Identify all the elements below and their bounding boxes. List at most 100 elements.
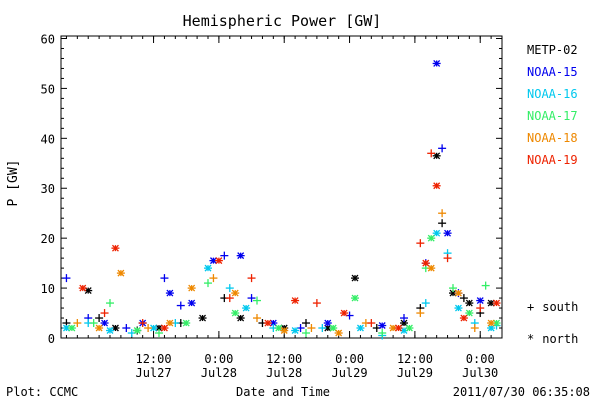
south-point	[176, 301, 185, 310]
south-point	[160, 274, 169, 283]
south-point	[438, 209, 447, 218]
south-point	[378, 329, 387, 338]
south-point	[476, 304, 485, 313]
legend-entry: NOAA-16	[527, 87, 578, 101]
north-point	[214, 257, 223, 265]
south-point	[253, 314, 261, 323]
north-point	[465, 309, 474, 317]
north-point	[236, 314, 245, 322]
north-point	[231, 289, 240, 297]
x-tick-label-time: 12:00	[266, 352, 302, 366]
south-point	[100, 309, 109, 318]
y-tick-label: 30	[41, 182, 55, 196]
north-point	[427, 264, 436, 272]
x-tick-label-time: 12:00	[397, 352, 433, 366]
south-point	[438, 144, 447, 153]
north-point	[351, 274, 359, 282]
legend: METP-02 NOAA-15 NOAA-16 NOAA-17 NOAA-18 NOAA-…	[527, 43, 578, 346]
x-tick-label-date: Jul28	[201, 366, 237, 380]
axis-ticks: 010203040506012:00Jul270:00Jul2812:00Jul…	[41, 32, 503, 380]
x-tick-label-time: 12:00	[135, 352, 171, 366]
legend-entry: NOAA-15	[527, 65, 578, 79]
x-tick-label-date: Jul27	[135, 366, 171, 380]
y-tick-label: 0	[48, 332, 55, 346]
north-point	[323, 319, 332, 327]
north-point	[116, 269, 125, 277]
south-point	[225, 294, 234, 303]
south-point	[302, 319, 310, 328]
south-point	[253, 296, 261, 305]
north-point	[263, 319, 272, 327]
y-tick-label: 40	[41, 132, 55, 146]
north-point	[198, 314, 207, 322]
north-point	[378, 322, 387, 329]
north-point	[111, 244, 120, 252]
x-tick-label-time: 0:00	[204, 352, 233, 366]
south-point	[155, 329, 163, 338]
y-axis-label: P [GW]	[6, 160, 21, 207]
marker-legend-south: + south	[527, 300, 578, 314]
y-tick-label: 10	[41, 282, 55, 296]
south-point	[73, 319, 82, 328]
x-tick-label-time: 0:00	[335, 352, 364, 366]
north-point	[165, 289, 174, 297]
north-point	[165, 319, 174, 327]
south-point	[302, 329, 310, 338]
south-point	[481, 281, 490, 290]
south-point	[62, 274, 71, 283]
x-axis-label: Date and Time	[236, 385, 330, 399]
x-tick-label-time: 0:00	[466, 352, 495, 366]
north-point	[432, 229, 441, 237]
south-point	[416, 309, 425, 318]
plot-timestamp: 2011/07/30 06:35:08	[453, 385, 590, 399]
north-point	[432, 59, 441, 67]
south-point	[438, 219, 447, 228]
north-point	[405, 324, 414, 332]
south-point	[247, 274, 256, 283]
north-point	[242, 304, 251, 312]
north-point	[204, 264, 212, 272]
south-point	[449, 284, 457, 293]
south-point	[421, 299, 430, 308]
south-point	[144, 324, 153, 333]
south-point	[307, 324, 316, 333]
north-point	[487, 319, 496, 327]
south-point	[470, 324, 479, 333]
north-point	[459, 314, 468, 322]
north-point	[95, 324, 104, 332]
north-point	[476, 297, 485, 305]
south-point	[209, 274, 218, 283]
south-point	[416, 239, 425, 248]
south-point	[89, 319, 98, 328]
north-point	[492, 299, 501, 307]
south-point	[312, 299, 321, 308]
north-point	[78, 284, 87, 292]
plot-credit: Plot: CCMC	[6, 385, 78, 399]
x-tick-label-date: Jul29	[331, 366, 367, 380]
north-point	[454, 304, 463, 312]
south-point	[138, 319, 147, 328]
y-tick-label: 20	[41, 232, 55, 246]
north-point	[427, 234, 436, 242]
north-point	[133, 327, 142, 334]
marker-legend-north: * north	[527, 332, 578, 346]
x-tick-label-date: Jul29	[397, 366, 433, 380]
north-point	[340, 309, 349, 317]
north-point	[432, 182, 441, 190]
legend-entry: METP-02	[527, 43, 578, 57]
south-point	[459, 294, 468, 303]
south-point	[318, 324, 327, 333]
north-point	[100, 319, 109, 327]
x-tick-label-date: Jul30	[462, 366, 498, 380]
north-point	[236, 252, 245, 260]
north-point	[394, 324, 403, 332]
north-point	[67, 324, 76, 332]
south-point	[204, 279, 212, 288]
south-point	[106, 299, 114, 308]
north-point	[291, 297, 300, 305]
plot-frame	[60, 35, 503, 339]
north-point	[187, 299, 196, 307]
y-tick-label: 50	[41, 82, 55, 96]
north-point	[421, 259, 430, 267]
